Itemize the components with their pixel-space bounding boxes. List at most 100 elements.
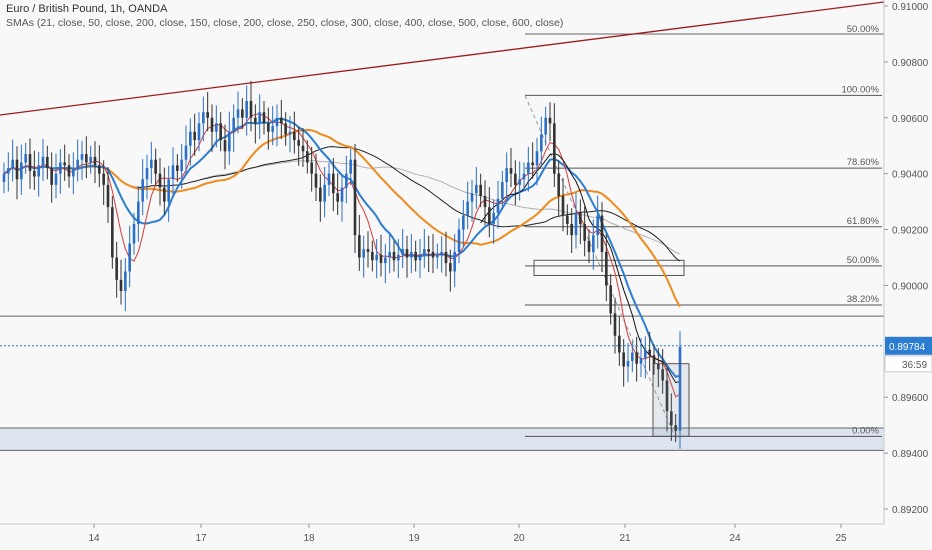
candle-body <box>453 251 456 272</box>
candle-body <box>215 123 218 132</box>
candle-body <box>20 162 23 180</box>
candle-body <box>232 117 235 132</box>
time-tick-label: 18 <box>303 533 315 544</box>
time-axis[interactable]: 14 17 18 19 20 21 24 25 <box>88 524 847 544</box>
candle-body <box>379 254 383 264</box>
candle-body <box>345 173 348 188</box>
candle-body <box>310 162 313 174</box>
candle-body <box>501 182 504 199</box>
candle-body <box>267 123 270 132</box>
price-tick-label: 0.89600 <box>892 393 929 404</box>
candle-body <box>319 187 322 202</box>
candle-body <box>223 140 227 152</box>
candle-body <box>197 123 201 141</box>
candle-body <box>410 251 413 258</box>
fib-label-0: 100.00% <box>841 84 879 95</box>
candle-body <box>405 249 409 258</box>
candle-body <box>15 159 19 180</box>
price-tick-label: 0.90800 <box>892 58 929 69</box>
fib-retracement[interactable]: 100.00% 78.60% 61.80% 50.00% 38.20% 0.00% 127.… <box>524 0 882 437</box>
time-tick-label: 14 <box>88 533 100 544</box>
candle-body <box>583 223 586 241</box>
candle-body <box>106 184 110 208</box>
candle-body <box>102 173 105 185</box>
candle-body <box>397 254 400 261</box>
fib-label-5: 0.00% <box>852 425 879 436</box>
candle-body <box>570 223 573 236</box>
candle-body <box>271 126 274 132</box>
candle-body <box>657 363 660 370</box>
candle-body <box>470 193 474 202</box>
candle-body <box>150 159 153 169</box>
candle-body <box>427 249 430 252</box>
current-price-label: 0.89784 <box>889 342 926 353</box>
candle-body <box>249 101 253 118</box>
candle-body <box>423 249 426 255</box>
time-tick-label: 20 <box>513 533 525 544</box>
time-tick-label: 19 <box>408 533 420 544</box>
candle-body <box>28 154 32 171</box>
candle-body <box>24 154 27 163</box>
candle-body <box>509 168 513 174</box>
sma-150-line <box>25 128 681 308</box>
candle-body <box>111 207 114 258</box>
candle-body <box>301 145 305 152</box>
candle-body <box>626 360 630 367</box>
candle-body <box>674 425 677 431</box>
candle-body <box>678 346 682 431</box>
candle-body <box>522 173 526 180</box>
time-tick-label: 24 <box>729 533 741 544</box>
candle-body <box>145 168 149 180</box>
candle-body <box>154 159 157 174</box>
candle-body <box>479 184 482 197</box>
candle-body <box>158 173 162 188</box>
candle-body <box>457 229 461 252</box>
candle-body <box>566 215 569 224</box>
candle-body <box>548 117 552 124</box>
candle-body <box>206 112 209 118</box>
candle-body <box>141 179 144 202</box>
candle-body <box>284 123 287 135</box>
candle-body <box>72 168 75 177</box>
candle-body <box>132 223 136 244</box>
candle-body <box>540 134 543 152</box>
trendline-layer[interactable] <box>0 1 885 116</box>
price-range-box <box>652 363 690 437</box>
candle-body <box>670 411 673 426</box>
candle-body <box>557 173 560 197</box>
candle-body <box>665 380 669 412</box>
candle-body <box>449 263 452 272</box>
fib-ext-label-0: 127.20% <box>841 0 879 1</box>
candle-body <box>592 235 595 252</box>
candle-body <box>574 212 578 236</box>
price-tick-label: 0.90000 <box>892 281 929 292</box>
symbol-title: Euro / British Pound, 1h, OANDA <box>6 3 168 15</box>
fib-50-box <box>533 259 685 276</box>
candle-body <box>375 254 378 261</box>
candle-body <box>128 243 131 272</box>
candle-body <box>371 251 374 261</box>
candle-body <box>219 123 222 141</box>
candle-body <box>202 112 205 124</box>
fib-label-3: 50.00% <box>847 255 880 266</box>
candle-body <box>85 154 88 163</box>
candle-body <box>349 159 352 174</box>
candle-body <box>67 165 71 177</box>
candle-body <box>119 279 123 292</box>
candle-body <box>414 251 417 261</box>
candle-body <box>171 165 175 180</box>
candle-body <box>596 215 599 236</box>
candle-body <box>444 251 448 264</box>
candle-body <box>488 207 491 224</box>
candle-body <box>579 212 582 224</box>
candle-body <box>11 159 14 169</box>
candle-body <box>228 131 231 152</box>
candle-body <box>327 173 331 185</box>
candle-body <box>93 156 97 166</box>
candle-body <box>163 187 166 202</box>
price-axis[interactable]: 0.91000 0.90800 0.90600 0.90400 0.90200 0.900… <box>884 2 932 516</box>
candle-body <box>184 145 188 160</box>
candle-body <box>137 201 140 224</box>
candle-body <box>2 173 6 183</box>
